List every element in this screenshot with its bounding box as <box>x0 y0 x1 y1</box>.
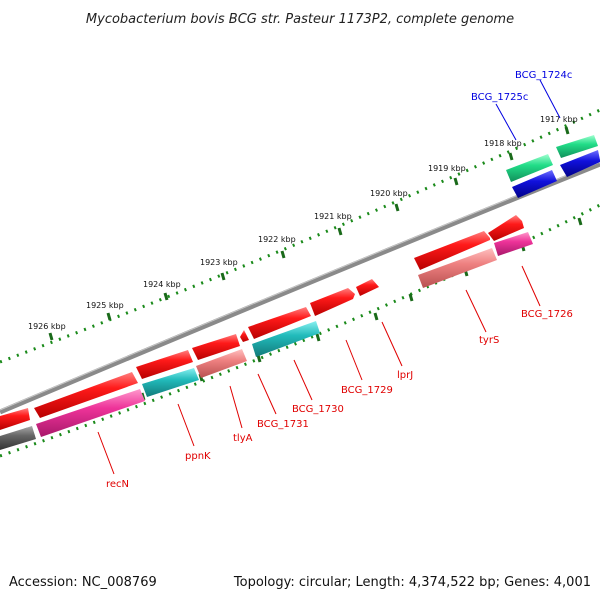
scale-label-1921: 1921 kbp <box>314 212 352 221</box>
gene-bcg1725c-blue[interactable] <box>512 170 557 198</box>
gene-bcg1724c-green[interactable] <box>556 135 598 158</box>
gene-bcg1730-cyan[interactable] <box>252 321 320 357</box>
scale-label-1922: 1922 kbp <box>258 235 296 244</box>
scale-label-1919: 1919 kbp <box>428 164 466 173</box>
gene-cds-4[interactable] <box>310 288 355 316</box>
gene-label-tyrS: tyrS <box>479 335 499 346</box>
gene-label-bcg1726: BCG_1726 <box>521 309 573 320</box>
scale-label-1918: 1918 kbp <box>484 139 522 148</box>
gene-cds-3[interactable] <box>356 279 379 296</box>
map-title: Mycobacterium bovis BCG str. Pasteur 117… <box>86 12 514 27</box>
outer-major-ticks <box>48 126 570 341</box>
scale-label-1917: 1917 kbp <box>540 115 578 124</box>
scale-label-1926: 1926 kbp <box>28 322 66 331</box>
scale-label-1925: 1925 kbp <box>86 301 124 310</box>
gene-cds-9[interactable] <box>34 372 138 418</box>
gene-label-bcg1731: BCG_1731 <box>257 419 309 430</box>
gene-bcg1726-pink[interactable] <box>494 232 533 256</box>
gene-cds-7[interactable] <box>192 334 240 360</box>
scale-label-1923: 1923 kbp <box>200 258 238 267</box>
gene-label-bcg1725c: BCG_1725c <box>471 92 528 103</box>
topology-text: Topology: circular; Length: 4,374,522 bp… <box>233 575 591 590</box>
gene-cds-8[interactable] <box>136 350 193 379</box>
gene-ppnK-cyan[interactable] <box>142 368 199 397</box>
gene-label-tlyA: tlyA <box>233 433 253 444</box>
gene-label-ppnK: ppnK <box>185 451 211 462</box>
scale-label-1924: 1924 kbp <box>143 280 181 289</box>
gene-tlyA-salmon[interactable] <box>196 349 247 378</box>
gene-gray[interactable] <box>0 426 36 450</box>
genome-backbone-highlight <box>0 161 600 411</box>
gene-label-recN: recN <box>106 479 129 490</box>
label-leaders <box>97 79 561 475</box>
gene-label-bcg1724c: BCG_1724c <box>515 70 572 81</box>
gene-cds-2[interactable] <box>414 231 490 270</box>
gene-cds-10[interactable] <box>0 408 30 430</box>
gene-label-lprJ: lprJ <box>397 370 413 381</box>
gene-bcg1724c-blue[interactable] <box>560 150 600 177</box>
gene-label-bcg1730: BCG_1730 <box>292 404 344 415</box>
genome-backbone <box>0 161 600 415</box>
gene-tyrS-salmon[interactable] <box>418 248 497 288</box>
gene-bcg1725c-green[interactable] <box>506 154 553 182</box>
gene-label-bcg1729: BCG_1729 <box>341 385 393 396</box>
accession-text: Accession: NC_008769 <box>9 575 157 590</box>
gene-cds-1[interactable] <box>488 215 524 241</box>
gene-cds-5[interactable] <box>248 307 311 339</box>
scale-label-1920: 1920 kbp <box>370 189 408 198</box>
gene-recN-pink[interactable] <box>36 389 145 437</box>
gene-cds-6[interactable] <box>240 330 249 342</box>
